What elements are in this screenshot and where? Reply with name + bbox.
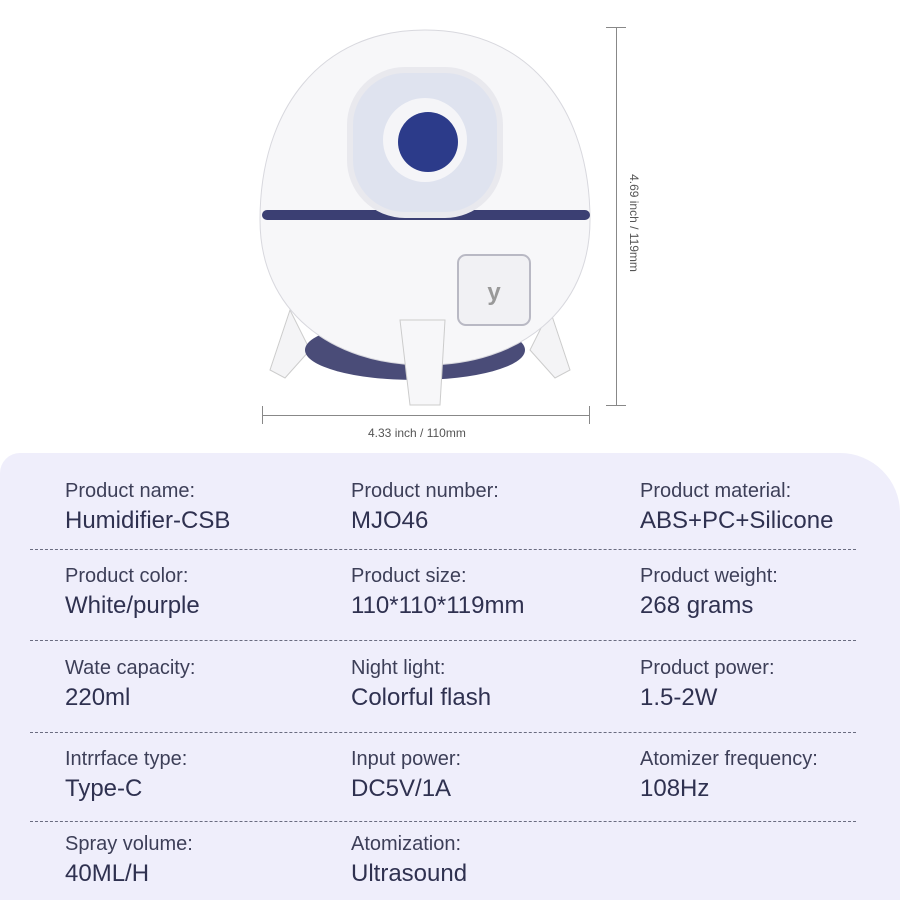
spec-value: 268 grams	[640, 592, 754, 619]
width-dimension-label: 4.33 inch / 110mm	[368, 426, 466, 440]
spec-panel	[0, 453, 900, 900]
spec-label: Product number:	[351, 480, 499, 502]
spec-item: Product number: MJO46	[351, 480, 499, 535]
spec-value: MJO46	[351, 507, 429, 534]
divider	[30, 640, 856, 641]
spec-label: Intrrface type:	[65, 748, 188, 770]
spec-label: Wate capacity:	[65, 657, 196, 679]
spec-value: ABS+PC+Silicone	[640, 507, 834, 534]
spec-value: 40ML/H	[65, 860, 150, 887]
spec-label: Product size:	[351, 565, 467, 587]
spec-label: Product power:	[640, 657, 775, 679]
height-dimension-line	[616, 27, 617, 405]
spec-item: Product power: 1.5-2W	[640, 657, 775, 712]
spec-item: Atomization: Ultrasound	[351, 833, 467, 888]
width-dimension-line	[262, 415, 589, 416]
spec-label: Spray volume:	[65, 833, 193, 855]
spec-item: Spray volume: 40ML/H	[65, 833, 193, 888]
spec-label: Night light:	[351, 657, 446, 679]
spec-label: Input power:	[351, 748, 462, 770]
spec-item: Product color: White/purple	[65, 565, 200, 620]
spec-label: Product color:	[65, 565, 189, 587]
spec-value: 108Hz	[640, 775, 710, 802]
spec-label: Product material:	[640, 480, 792, 502]
width-tick-right	[589, 406, 590, 424]
spec-item: Wate capacity: 220ml	[65, 657, 195, 712]
spec-value: 110*110*119mm	[351, 592, 525, 619]
spec-label: Atomization:	[351, 833, 462, 855]
spec-value: Type-C	[65, 775, 143, 802]
width-tick-left	[262, 406, 263, 424]
spec-value: DC5V/1A	[351, 775, 452, 802]
spec-label: Product name:	[65, 480, 196, 502]
spec-item: Atomizer frequency: 108Hz	[640, 748, 818, 803]
spec-item: Night light: Colorful flash	[351, 657, 491, 712]
spec-label: Product weight:	[640, 565, 778, 587]
spec-value: White/purple	[65, 592, 200, 619]
product-image: y	[259, 29, 591, 406]
spec-item: Product material: ABS+PC+Silicone	[640, 480, 833, 535]
spec-value: Colorful flash	[351, 684, 492, 711]
spec-item: Input power: DC5V/1A	[351, 748, 461, 803]
spec-value: Ultrasound	[351, 860, 468, 887]
spec-item: Intrrface type: Type-C	[65, 748, 187, 803]
spec-item: Product weight: 268 grams	[640, 565, 778, 620]
height-tick-top	[606, 27, 626, 28]
spec-label: Atomizer frequency:	[640, 748, 818, 770]
divider	[30, 732, 856, 733]
height-tick-bottom	[606, 405, 626, 406]
divider	[30, 549, 856, 550]
svg-text:y: y	[487, 279, 501, 306]
divider	[30, 821, 856, 822]
spec-item: Product name: Humidifier-CSB	[65, 480, 230, 535]
spec-value: 1.5-2W	[640, 684, 718, 711]
spec-item: Product size: 110*110*119mm	[351, 565, 524, 620]
height-dimension-label: 4.69 inch / 119mm	[627, 174, 641, 272]
spec-value: 220ml	[65, 684, 131, 711]
spec-value: Humidifier-CSB	[65, 507, 231, 534]
